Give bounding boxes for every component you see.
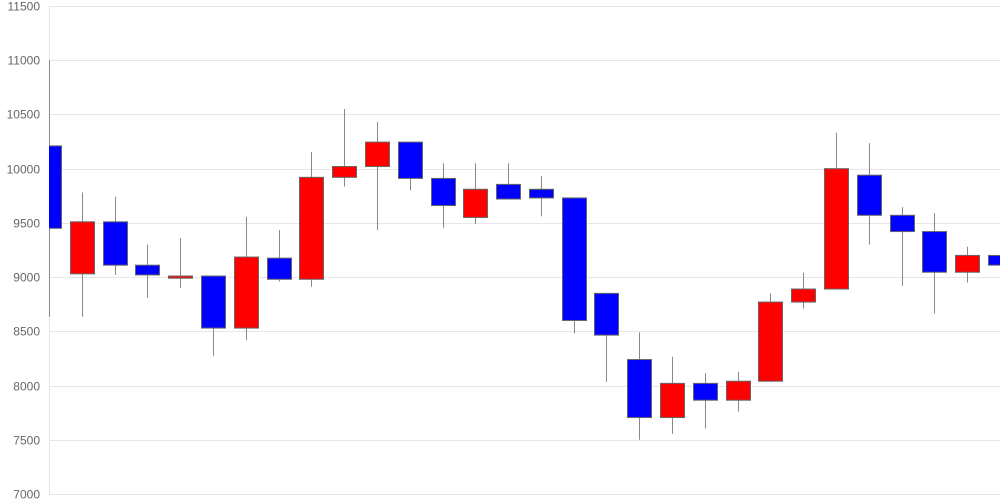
candle-8 [299,151,324,287]
candle-2 [103,196,128,275]
y-tick-label: 10000 [7,163,41,177]
candle-body-down [201,275,226,329]
grid-lines [49,6,1000,495]
candle-7 [267,229,292,282]
candle-11 [398,141,423,191]
candle-6 [234,216,259,341]
candle-9 [332,109,357,187]
y-tick-label: 10500 [7,108,41,122]
candle-body-down [693,382,718,401]
candle-body-down [594,292,619,336]
y-tick-label: 9500 [13,217,40,231]
candle-5 [201,275,226,356]
candle-body-up [365,141,390,167]
candle-1 [70,192,95,317]
candle-body-down [857,174,882,216]
candle-body-up [758,301,783,382]
candle-body-up [660,382,685,419]
y-tick-label: 8000 [13,380,40,394]
candle-body-up [726,380,751,401]
y-tick-label: 11500 [8,0,41,14]
candle-0 [49,60,62,317]
y-tick-label: 9000 [13,271,40,285]
candle-body-down [529,188,554,199]
candle-17 [594,292,619,382]
y-tick-label: 11000 [8,54,41,68]
candle-body-up [791,288,816,303]
candle-body-up [332,165,357,178]
candle-body-up [463,188,488,218]
candle-body-down [562,197,587,321]
candle-22 [758,293,783,382]
candle-26 [890,207,915,286]
candle-body-down [988,254,1000,266]
candle-body-down [103,221,128,266]
candle-body-down [135,264,160,276]
candle-body-up [824,168,849,290]
y-tick-label: 8500 [13,325,40,339]
candle-21 [726,372,751,412]
candle-24 [824,132,849,290]
candle-13 [463,163,488,224]
candles [49,60,1000,440]
candle-10 [365,122,390,230]
candle-body-down [496,183,521,200]
candle-4 [168,238,193,288]
y-axis-ticks: 7000 7500 8000 8500 9000 9500 10000 10500 11000 1… [7,0,41,500]
candle-body-up [299,176,324,280]
candle-28 [955,246,980,283]
candle-body-down [398,141,423,179]
candle-body-down [431,177,456,207]
candle-15 [529,176,554,217]
candle-27 [922,213,947,314]
candle-19 [660,356,685,434]
candle-18 [627,332,652,440]
candle-body-up [234,256,259,329]
candle-12 [431,163,456,228]
candle-3 [135,244,160,298]
candle-body-up [168,275,193,279]
candle-29 [988,254,1000,266]
candle-16 [562,197,587,334]
candle-14 [496,163,521,200]
candle-body-down [267,257,292,280]
y-tick-label: 7500 [13,434,40,448]
candle-body-up [955,254,980,273]
candle-body-down [922,231,947,273]
candle-23 [791,272,816,309]
candle-20 [693,373,718,429]
candle-body-down [627,359,652,419]
candle-body-up [70,221,95,275]
candle-25 [857,143,882,245]
candle-body-down [890,214,915,233]
candle-body-down [49,145,62,229]
y-tick-label: 7000 [13,488,40,500]
